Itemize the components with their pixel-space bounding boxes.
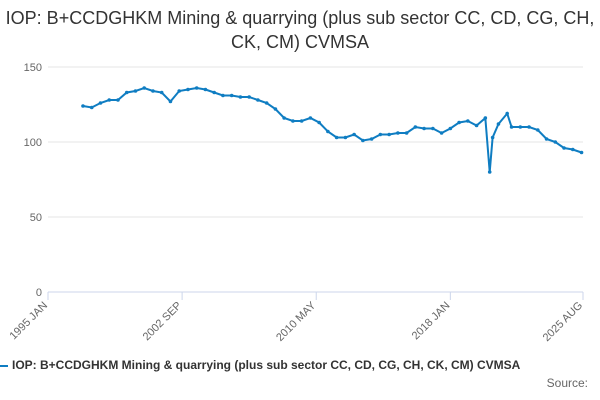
point — [151, 89, 155, 93]
y-tick-label: 0 — [36, 287, 42, 299]
point — [282, 116, 286, 120]
point — [431, 126, 435, 131]
point — [483, 116, 488, 120]
point — [509, 125, 514, 129]
point — [487, 170, 492, 174]
point — [203, 87, 208, 92]
point — [299, 119, 304, 123]
point — [527, 125, 531, 129]
chart-title: IOP: B+CCDGHKM Mining & quarrying (plus … — [5, 8, 595, 52]
x-tick-label: 2018 JAN — [410, 300, 453, 343]
y-tick-label: 50 — [30, 212, 42, 224]
point — [378, 132, 383, 137]
point — [247, 95, 251, 99]
point — [457, 120, 461, 125]
point — [308, 116, 313, 120]
point — [317, 120, 321, 125]
series-line — [82, 86, 582, 173]
point — [553, 140, 558, 144]
point — [238, 95, 243, 99]
point — [98, 101, 103, 105]
point — [273, 107, 278, 111]
y-tick-label: 150 — [24, 62, 42, 74]
source: Source: — [546, 376, 588, 390]
x-tick-label: 2002 SEP — [141, 300, 185, 344]
x-tick-label: 2010 MAY — [274, 299, 319, 344]
point — [264, 101, 269, 105]
point — [570, 147, 575, 152]
point — [142, 86, 147, 90]
point — [413, 125, 418, 129]
point — [490, 135, 495, 140]
point — [343, 135, 348, 140]
point — [89, 105, 94, 110]
point — [256, 98, 260, 102]
point — [107, 98, 112, 102]
legend: IOP: B+CCDGHKM Mining & quarrying (plus … — [0, 358, 600, 372]
point — [439, 131, 444, 135]
point — [334, 135, 339, 140]
point — [81, 104, 85, 108]
point — [496, 122, 501, 126]
legend-key — [0, 364, 8, 367]
point — [369, 137, 374, 141]
point — [194, 86, 199, 90]
point — [177, 89, 181, 93]
point — [404, 131, 409, 135]
point — [221, 93, 225, 98]
point — [212, 90, 216, 95]
legend-label: IOP: B+CCDGHKM Mining & quarrying (plus … — [12, 358, 521, 372]
point — [168, 99, 173, 104]
point — [505, 111, 509, 116]
point — [562, 146, 566, 150]
point — [124, 90, 129, 95]
point — [474, 123, 479, 128]
point — [159, 90, 164, 95]
point — [579, 150, 584, 155]
point — [116, 98, 120, 102]
point — [352, 132, 356, 137]
point — [396, 131, 400, 135]
point — [326, 129, 330, 134]
point — [361, 138, 365, 143]
x-tick-label: 1995 JAN — [7, 300, 50, 343]
point — [544, 137, 549, 141]
point — [448, 126, 453, 131]
point — [518, 125, 523, 129]
y-tick-label: 100 — [24, 137, 42, 149]
point — [422, 126, 426, 131]
point — [186, 87, 190, 92]
point — [291, 119, 295, 123]
point — [133, 89, 138, 93]
point — [387, 132, 391, 137]
point — [466, 119, 470, 123]
point — [536, 128, 540, 132]
point — [229, 93, 234, 98]
x-tick-label: 2025 AUG — [541, 300, 585, 344]
